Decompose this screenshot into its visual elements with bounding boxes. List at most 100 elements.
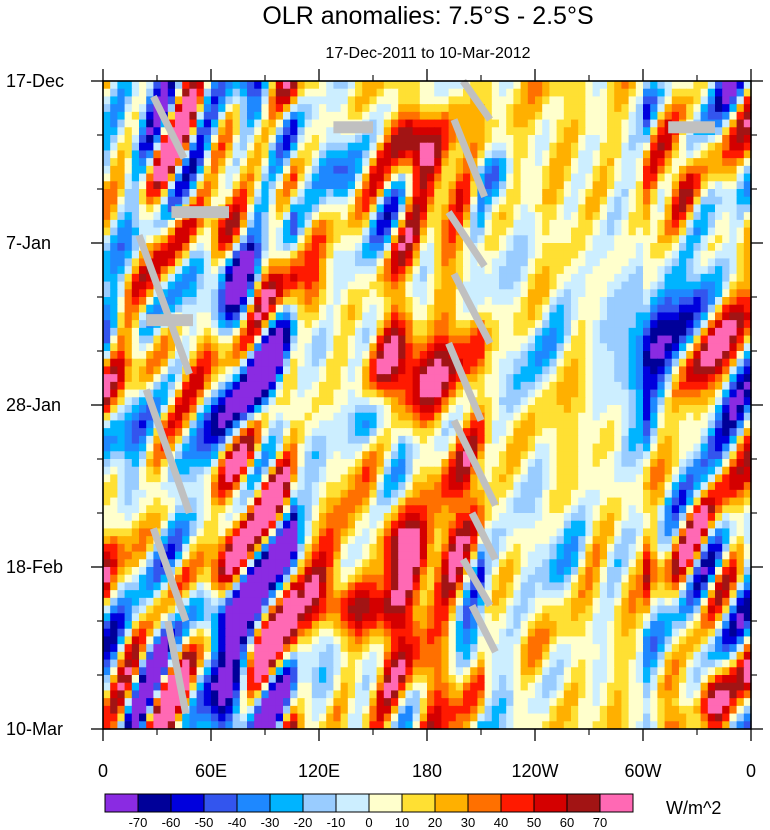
anomaly-cell [117, 505, 126, 514]
anomaly-cell [139, 227, 147, 236]
anomaly-cell [700, 212, 709, 221]
anomaly-cell [139, 297, 147, 306]
anomaly-cell [196, 142, 205, 152]
anomaly-cell [110, 435, 118, 445]
anomaly-cell [304, 204, 313, 213]
anomaly-cell [592, 165, 601, 175]
anomaly-cell [326, 474, 334, 483]
anomaly-cell [297, 366, 306, 375]
anomaly-cell [506, 243, 514, 252]
anomaly-cell [383, 397, 392, 406]
anomaly-cell [391, 243, 399, 252]
anomaly-cell [657, 135, 666, 144]
anomaly-cell [700, 327, 709, 337]
anomaly-cell [347, 235, 356, 244]
anomaly-cell [405, 351, 414, 360]
anomaly-cell [290, 281, 298, 290]
anomaly-cell [470, 474, 478, 483]
anomaly-cell [736, 204, 745, 213]
anomaly-cell [549, 273, 558, 283]
anomaly-cell [729, 381, 738, 391]
anomaly-cell [268, 119, 277, 128]
anomaly-cell [491, 420, 500, 429]
anomaly-cell [405, 250, 414, 260]
anomaly-cell [729, 81, 738, 90]
anomaly-cell [671, 381, 680, 391]
anomaly-cell [470, 227, 478, 236]
anomaly-cell [218, 104, 226, 113]
anomaly-cell [261, 250, 270, 260]
anomaly-cell [556, 104, 565, 113]
anomaly-cell [736, 466, 745, 476]
anomaly-cell [383, 366, 392, 375]
anomaly-cell [527, 343, 536, 352]
anomaly-cell [520, 343, 529, 352]
anomaly-cell [484, 351, 493, 360]
anomaly-cell [203, 497, 212, 506]
anomaly-cell [326, 343, 334, 352]
anomaly-cell [254, 335, 262, 344]
anomaly-cell [556, 273, 565, 283]
anomaly-cell [635, 104, 644, 113]
anomaly-cell [124, 474, 133, 483]
anomaly-cell [203, 451, 212, 460]
anomaly-cell [664, 111, 673, 121]
anomaly-cell [571, 281, 579, 290]
anomaly-cell [542, 497, 550, 506]
anomaly-cell [563, 196, 572, 206]
anomaly-cell [628, 389, 637, 398]
anomaly-cell [470, 320, 478, 329]
anomaly-cell [455, 150, 464, 159]
anomaly-cell [383, 312, 392, 321]
anomaly-cell [261, 327, 270, 337]
anomaly-cell [686, 111, 694, 121]
anomaly-cell [506, 366, 514, 375]
anomaly-cell [542, 119, 550, 128]
anomaly-cell [247, 81, 255, 90]
anomaly-cell [535, 258, 543, 267]
anomaly-cell [340, 212, 349, 221]
anomaly-cell [419, 96, 428, 105]
anomaly-cell [715, 497, 723, 506]
anomaly-cell [715, 158, 723, 167]
anomaly-cell [124, 235, 133, 244]
anomaly-cell [110, 196, 118, 206]
anomaly-cell [254, 366, 262, 375]
anomaly-cell [715, 289, 723, 298]
anomaly-cell [664, 273, 673, 283]
anomaly-cell [527, 451, 536, 460]
anomaly-cell [448, 335, 457, 344]
anomaly-cell [427, 243, 435, 252]
anomaly-cell [376, 297, 385, 306]
anomaly-cell [218, 127, 226, 136]
anomaly-cell [203, 327, 212, 337]
anomaly-cell [556, 289, 565, 298]
anomaly-cell [391, 96, 399, 105]
anomaly-cell [326, 505, 334, 514]
anomaly-cell [218, 320, 226, 329]
anomaly-cell [542, 258, 550, 267]
anomaly-cell [218, 289, 226, 298]
anomaly-cell [477, 366, 486, 375]
anomaly-cell [117, 459, 126, 468]
anomaly-cell [513, 459, 522, 468]
anomaly-cell [369, 412, 378, 422]
anomaly-cell [182, 343, 190, 352]
anomaly-cell [520, 327, 529, 337]
anomaly-cell [671, 351, 680, 360]
anomaly-cell [203, 474, 212, 483]
anomaly-cell [405, 489, 414, 499]
anomaly-cell [499, 250, 507, 260]
anomaly-cell [268, 312, 277, 321]
anomaly-cell [110, 389, 118, 398]
anomaly-cell [700, 489, 709, 499]
anomaly-cell [736, 150, 745, 159]
anomaly-cell [419, 335, 428, 344]
anomaly-cell [211, 327, 219, 337]
anomaly-cell [506, 358, 514, 368]
anomaly-cell [283, 358, 291, 368]
anomaly-cell [542, 435, 550, 445]
anomaly-cell [297, 173, 306, 182]
anomaly-cell [225, 150, 234, 159]
anomaly-cell [304, 351, 313, 360]
